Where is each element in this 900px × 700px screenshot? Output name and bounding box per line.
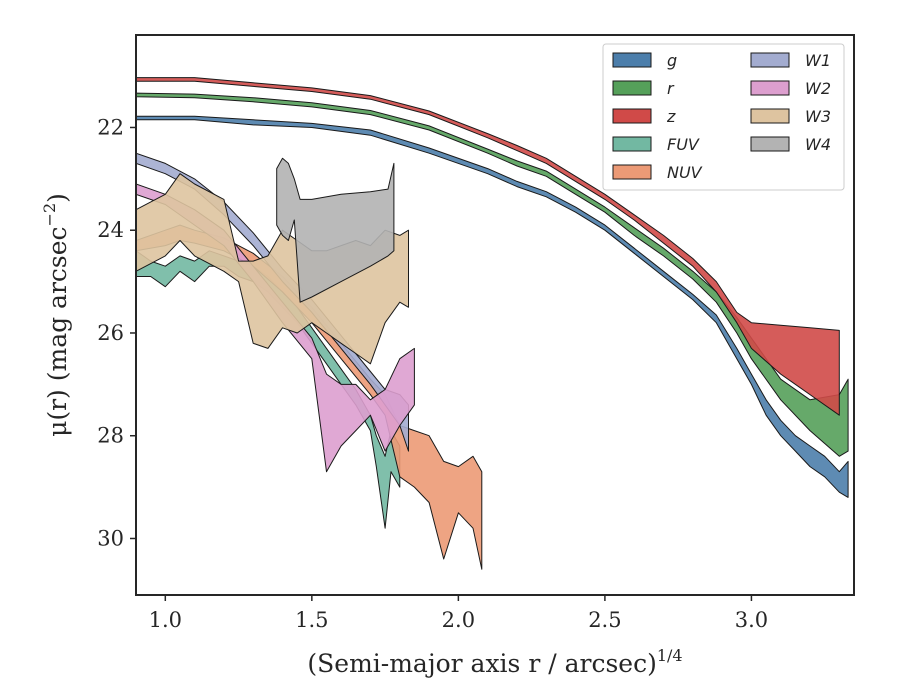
legend-swatch-w2 <box>750 80 790 96</box>
legend-label-fuv: FUV <box>667 135 700 154</box>
legend-swatch-g <box>612 52 652 68</box>
y-tick-label: 26 <box>97 321 124 345</box>
x-tick-label: 1.0 <box>149 608 182 632</box>
legend-label-r: r <box>667 79 675 98</box>
legend-swatch-r <box>612 80 652 96</box>
x-axis-label-exponent: 1/4 <box>657 646 683 665</box>
legend-label-w4: W4 <box>805 135 831 154</box>
x-tick-label: 2.5 <box>588 608 621 632</box>
x-axis-ticks: 1.0 1.5 2.0 2.5 3.0 <box>149 595 768 632</box>
x-axis-label-main: (Semi-major axis r / arcsec) <box>307 649 656 678</box>
legend-label-w1: W1 <box>805 51 831 70</box>
x-tick-label: 3.0 <box>735 608 768 632</box>
legend-label-g: g <box>667 51 677 70</box>
y-axis-label-exponent: −2 <box>40 203 59 227</box>
y-axis-label: μ(r) (mag arcsec−2) <box>40 193 72 437</box>
y-tick-label: 30 <box>97 526 124 550</box>
legend: grz FUV NUV W1 W2 W3 W4 <box>602 43 845 191</box>
y-axis-label-close: ) <box>43 193 72 203</box>
legend-label-nuv: NUV <box>667 163 703 182</box>
band-w4 <box>276 157 395 303</box>
band-r <box>136 92 849 457</box>
y-tick-label: 24 <box>97 218 124 242</box>
legend-swatch-nuv <box>612 164 652 180</box>
y-axis-ticks: 22 24 26 28 30 <box>97 115 136 550</box>
legend-label-z: z <box>666 107 676 126</box>
legend-swatch-w4 <box>750 136 790 152</box>
x-axis-label: (Semi-major axis r / arcsec)1/4 <box>307 646 682 678</box>
x-tick-label: 2.0 <box>442 608 475 632</box>
x-tick-label: 1.5 <box>295 608 328 632</box>
legend-swatch-w3 <box>750 108 790 124</box>
y-axis-label-main: μ(r) (mag arcsec <box>43 226 72 436</box>
band-w3 <box>136 173 409 365</box>
series-bands <box>136 77 849 570</box>
legend-items: grz FUV NUV W1 W2 W3 W4 <box>612 51 831 182</box>
legend-label-w2: W2 <box>805 79 831 98</box>
y-tick-label: 28 <box>97 424 124 448</box>
legend-swatch-fuv <box>612 136 652 152</box>
band-z <box>136 77 840 416</box>
legend-label-w3: W3 <box>805 107 831 126</box>
band-g <box>136 115 849 498</box>
legend-swatch-z <box>612 108 652 124</box>
legend-swatch-w1 <box>750 52 790 68</box>
y-tick-label: 22 <box>97 115 124 139</box>
plot-frame <box>135 34 855 596</box>
